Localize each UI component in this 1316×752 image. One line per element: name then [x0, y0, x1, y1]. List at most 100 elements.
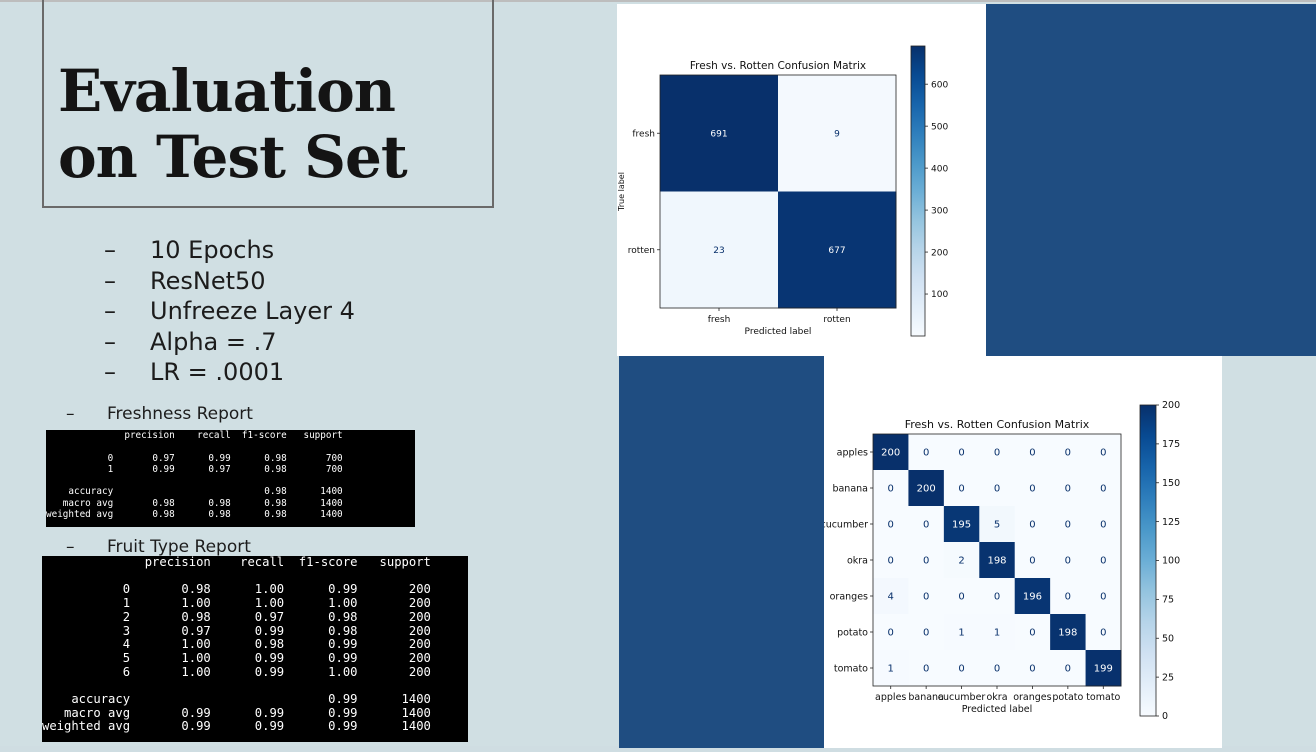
heatmap-cell — [873, 614, 909, 651]
bullet-dash: – — [104, 327, 116, 356]
bullet-item: – Alpha = .7 — [104, 327, 355, 358]
cell-value-label: 196 — [1023, 592, 1042, 603]
cell-value-label: 0 — [958, 448, 964, 459]
heatmap-cell — [943, 434, 980, 471]
heatmap-cell — [1085, 434, 1122, 471]
bullet-item: – 10 Epochs — [104, 235, 355, 266]
heatmap-cell — [979, 506, 1016, 543]
cell-value-label: 4 — [888, 592, 894, 603]
cell-value-label: 199 — [1094, 664, 1113, 675]
y-tick-label: cucumber — [824, 519, 868, 530]
heatmap-cell — [1085, 542, 1122, 579]
bullet-dash: – — [104, 358, 116, 386]
heatmap-cell — [1014, 614, 1051, 651]
cell-value-label: 0 — [1065, 520, 1071, 531]
heatmap-cell — [979, 542, 1016, 579]
x-tick-label: apples — [875, 692, 906, 703]
y-tick-label: apples — [837, 447, 868, 458]
bullet-text: ResNet50 — [150, 266, 266, 295]
y-tick-label: okra — [847, 555, 868, 566]
heatmap-cell — [873, 506, 909, 543]
colorbar-tick-label: 200 — [931, 248, 948, 258]
bullet-dash: – — [104, 236, 116, 264]
cell-value-label: 0 — [923, 664, 929, 675]
cell-value-label: 0 — [1065, 448, 1071, 459]
heatmap-cell — [943, 542, 980, 579]
bullet-text: Unfreeze Layer 4 — [150, 297, 355, 325]
heatmap-cell — [1050, 470, 1087, 507]
cell-value-label: 0 — [1029, 448, 1035, 459]
heatmap-cell — [1050, 650, 1087, 687]
colorbar-tick-label: 600 — [931, 80, 948, 90]
cell-value-label: 0 — [1100, 448, 1106, 459]
cell-value-label: 0 — [1029, 556, 1035, 567]
chart-title: Fresh vs. Rotten Confusion Matrix — [905, 418, 1090, 431]
x-tick-label: cucumber — [938, 692, 986, 703]
cell-value-label: 0 — [1065, 556, 1071, 567]
cell-value-label: 0 — [1029, 484, 1035, 495]
heatmap-cell — [1085, 470, 1122, 507]
cell-value-label: 200 — [881, 448, 900, 459]
blue-panel-bottom — [619, 356, 824, 748]
colorbar-tick-label: 75 — [1162, 595, 1174, 606]
bullet-dash: – — [104, 297, 116, 325]
cell-value-label: 1 — [958, 628, 964, 639]
cell-value-label: 0 — [1029, 664, 1035, 675]
cell-value-label: 0 — [958, 664, 964, 675]
heatmap-cell — [908, 506, 945, 543]
x-axis-label: Predicted label — [962, 704, 1033, 715]
heatmap-cell — [660, 75, 779, 192]
heatmap-cell — [873, 470, 909, 507]
colorbar-tick-label: 50 — [1162, 633, 1174, 644]
cell-value-label: 198 — [1058, 628, 1077, 639]
heatmap-cell — [908, 470, 945, 507]
heatmap-cell — [943, 470, 980, 507]
blue-panel-top — [986, 4, 1316, 356]
x-axis-label: Predicted label — [745, 327, 812, 337]
cell-value-label: 5 — [994, 520, 1000, 531]
cell-value-label: 0 — [888, 484, 894, 495]
colorbar-tick-label: 500 — [931, 122, 948, 132]
colorbar — [1139, 404, 1157, 717]
heatmap-cell — [1085, 506, 1122, 543]
colorbar-tick-label: 300 — [931, 206, 948, 216]
x-tick-label: fresh — [708, 315, 731, 325]
cell-value-label: 677 — [828, 246, 845, 256]
fruit-confusion-matrix: Fresh vs. Rotten Confusion Matrix 200 0 0 0 0… — [820, 400, 1180, 722]
y-axis-label: True label — [617, 172, 626, 212]
y-tick-label: tomato — [834, 663, 868, 674]
bullet-text: 10 Epochs — [150, 236, 275, 264]
colorbar-tick-label: 25 — [1162, 672, 1174, 683]
heatmap-cell — [943, 578, 980, 615]
cell-value-label: 0 — [1065, 592, 1071, 603]
cell-value-label: 0 — [958, 592, 964, 603]
heatmap-cell — [873, 542, 909, 579]
x-tick-label: rotten — [823, 315, 850, 325]
heatmap-cell — [943, 614, 980, 651]
bullet-text: Alpha = .7 — [150, 327, 277, 356]
cell-value-label: 0 — [994, 592, 1000, 603]
colorbar-tick-label: 175 — [1162, 439, 1180, 450]
cell-value-label: 0 — [994, 484, 1000, 495]
colorbar — [910, 45, 926, 337]
cell-value-label: 23 — [713, 246, 724, 256]
heatmap-cell — [908, 434, 945, 471]
fruit-confusion-matrix-image: Fresh vs. Rotten Confusion Matrix 200 0 0 0 0… — [820, 356, 1222, 748]
heatmap-cell — [1085, 650, 1122, 687]
cell-value-label: 198 — [987, 556, 1006, 567]
bullet-dash: – — [66, 537, 75, 557]
chart-title: Fresh vs. Rotten Confusion Matrix — [690, 60, 866, 72]
freshness-confusion-matrix-image: Fresh vs. Rotten Confusion Matrix 691 9 23 6… — [617, 4, 986, 356]
heatmap-cell — [1014, 434, 1051, 471]
fruit-report-label: – Fruit Type Report — [66, 537, 251, 557]
heatmap-cell — [979, 650, 1016, 687]
heatmap-cell — [943, 506, 980, 543]
heatmap-cell — [943, 650, 980, 687]
cell-value-label: 0 — [923, 592, 929, 603]
title-box: Evaluation on Test Set — [42, 0, 494, 208]
heatmap-cell — [778, 75, 897, 192]
heatmap-cell — [873, 434, 909, 471]
cell-value-label: 0 — [1029, 520, 1035, 531]
colorbar-tick-label: 400 — [931, 164, 948, 174]
x-tick-label: banana — [908, 692, 944, 703]
